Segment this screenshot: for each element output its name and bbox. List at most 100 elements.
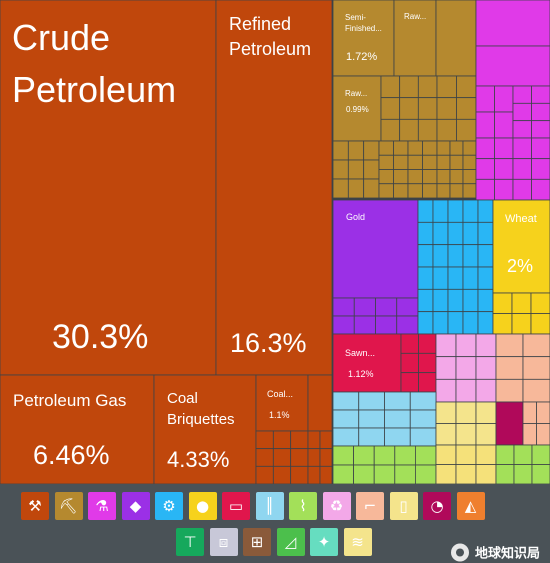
treemap-subcell[interactable]	[332, 297, 355, 317]
gear-icon[interactable]: ⚙	[155, 492, 183, 520]
animal-icon[interactable]: ⌐	[356, 492, 384, 520]
treemap-subcell[interactable]	[511, 313, 532, 335]
treemap-subcell[interactable]	[332, 427, 360, 447]
treemap-subcell[interactable]	[475, 401, 497, 424]
cell-raw-metal-1[interactable]	[393, 0, 437, 77]
treemap-subcell[interactable]	[435, 378, 457, 403]
treemap-subcell[interactable]	[531, 102, 550, 122]
treemap-subcell[interactable]	[435, 333, 457, 358]
treemap-subcell[interactable]	[462, 311, 479, 335]
treemap-subcell[interactable]	[494, 85, 514, 113]
treemap-subcell[interactable]	[396, 297, 419, 317]
treemap-subcell[interactable]	[449, 154, 464, 170]
treemap-subcell[interactable]	[531, 120, 550, 139]
cell-metal-small[interactable]	[435, 0, 477, 77]
treemap-subcell[interactable]	[347, 140, 365, 161]
treemap-subcell[interactable]	[462, 288, 479, 313]
treemap-subcell[interactable]	[353, 445, 375, 466]
treemap-subcell[interactable]	[462, 140, 477, 156]
treemap-subcell[interactable]	[477, 244, 494, 268]
fabric-icon[interactable]: ≋	[343, 528, 372, 556]
treemap-subcell[interactable]	[531, 464, 550, 485]
treemap-subcell[interactable]	[475, 464, 497, 485]
treemap-subcell[interactable]	[456, 118, 477, 142]
treemap-subcell[interactable]	[394, 445, 416, 466]
bottle-icon[interactable]: ▯	[389, 492, 418, 520]
treemap-subcell[interactable]	[347, 159, 365, 180]
treemap-subcell[interactable]	[495, 356, 524, 380]
treemap-subcell[interactable]	[475, 356, 497, 380]
treemap-subcell[interactable]	[530, 292, 550, 314]
cell-sawn-wood[interactable]	[332, 333, 402, 393]
treemap-subcell[interactable]	[353, 315, 376, 335]
treemap-subcell[interactable]	[332, 464, 355, 484]
treemap-subcell[interactable]	[475, 111, 495, 139]
cell-mineral-small[interactable]	[319, 430, 333, 450]
treemap-subcell[interactable]	[409, 427, 437, 447]
treemap-subcell[interactable]	[447, 288, 464, 313]
treemap-subcell[interactable]	[378, 183, 394, 199]
treemap-subcell[interactable]	[378, 140, 394, 156]
treemap-subcell[interactable]	[363, 140, 380, 161]
treemap-subcell[interactable]	[393, 183, 409, 199]
cell-wheat[interactable]	[492, 199, 550, 294]
treemap-subcell[interactable]	[449, 169, 464, 185]
treemap-subcell[interactable]	[422, 154, 438, 170]
treemap-subcell[interactable]	[436, 154, 451, 170]
hide-icon[interactable]: ✦	[310, 528, 338, 556]
chemical-flask-icon[interactable]: ⚗	[88, 492, 116, 520]
cell-mineral-small[interactable]	[255, 465, 274, 484]
diamond-icon[interactable]: ◆	[121, 492, 150, 520]
treemap-subcell[interactable]	[380, 118, 401, 142]
treemap-subcell[interactable]	[530, 313, 550, 335]
treemap-subcell[interactable]	[477, 266, 494, 290]
treemap-subcell[interactable]	[494, 178, 514, 201]
treemap-subcell[interactable]	[475, 378, 497, 403]
cell-mineral-small[interactable]	[272, 448, 292, 467]
treemap-subcell[interactable]	[414, 445, 437, 466]
treemap-subcell[interactable]	[358, 427, 385, 447]
treemap-subcell[interactable]	[384, 391, 411, 411]
cell-petroleum-gas[interactable]	[0, 374, 155, 484]
treemap-subcell[interactable]	[436, 118, 457, 142]
treemap-subcell[interactable]	[531, 137, 550, 160]
treemap-subcell[interactable]	[462, 169, 477, 185]
treemap-subcell[interactable]	[531, 178, 550, 201]
treemap-subcell[interactable]	[378, 169, 394, 185]
cell-mineral-small[interactable]	[319, 465, 333, 484]
treemap-subcell[interactable]	[449, 183, 464, 199]
treemap-subcell[interactable]	[373, 464, 396, 484]
treemap-subcell[interactable]	[494, 158, 514, 180]
treemap-subcell[interactable]	[512, 102, 532, 122]
treemap-subcell[interactable]	[513, 444, 533, 465]
treemap-subcell[interactable]	[384, 409, 411, 429]
treemap-subcell[interactable]	[455, 423, 477, 446]
cell-chemicals-1[interactable]	[475, 0, 550, 47]
treemap-subcell[interactable]	[332, 178, 349, 199]
treemap-subcell[interactable]	[432, 221, 449, 246]
treemap-subcell[interactable]	[394, 464, 416, 484]
cell-instruments[interactable]	[495, 401, 524, 446]
treemap-subcell[interactable]	[332, 445, 355, 466]
treemap-subcell[interactable]	[477, 199, 494, 223]
treemap-subcell[interactable]	[477, 288, 494, 313]
treemap-subcell[interactable]	[536, 401, 550, 424]
treemap-subcell[interactable]	[477, 311, 494, 335]
treemap-subcell[interactable]	[435, 444, 457, 465]
treemap-subcell[interactable]	[432, 199, 449, 223]
treemap-subcell[interactable]	[417, 199, 434, 223]
shoe-icon[interactable]: ◿	[276, 528, 305, 556]
treemap-subcell[interactable]	[512, 120, 532, 139]
treemap-subcell[interactable]	[380, 75, 401, 99]
treemap-subcell[interactable]	[436, 97, 457, 120]
treemap-subcell[interactable]	[409, 391, 437, 411]
treemap-subcell[interactable]	[407, 183, 423, 199]
treemap-subcell[interactable]	[363, 178, 380, 199]
treemap-subcell[interactable]	[495, 444, 515, 465]
treemap-subcell[interactable]	[378, 154, 394, 170]
treemap-subcell[interactable]	[432, 266, 449, 290]
treemap-subcell[interactable]	[447, 221, 464, 246]
treemap-subcell[interactable]	[455, 378, 477, 403]
treemap-subcell[interactable]	[422, 140, 438, 156]
treemap-subcell[interactable]	[409, 409, 437, 429]
